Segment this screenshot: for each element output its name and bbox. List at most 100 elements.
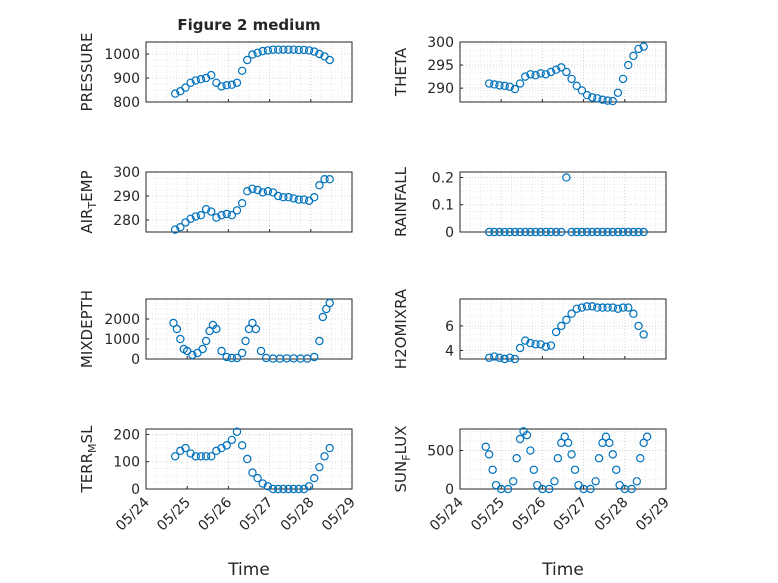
- terr-msl-ylabel: TERRMSL: [78, 425, 99, 494]
- h2omixra-frame: [459, 298, 667, 360]
- mixdepth-point: [212, 324, 221, 334]
- h2omixra-point: [624, 303, 633, 312]
- pressure-point: [207, 70, 216, 80]
- pressure-point: [310, 47, 319, 56]
- h2omixra-point: [567, 309, 576, 318]
- sun-flux-point: [526, 446, 535, 455]
- theta-point: [582, 90, 592, 100]
- terr-msl-point: [207, 452, 216, 461]
- terr-msl-point: [284, 484, 293, 494]
- mixdepth-point: [182, 346, 192, 356]
- rainfall-point: [639, 227, 648, 237]
- sun-flux-point: [601, 432, 611, 441]
- pressure-point: [263, 46, 273, 55]
- rainfall-point: [613, 227, 623, 237]
- sun-flux-ytick-label: 0: [445, 482, 454, 498]
- theta-point: [521, 72, 530, 81]
- terr-msl-point: [320, 452, 329, 461]
- sun-flux-point: [563, 438, 573, 448]
- sun-flux-point: [509, 477, 518, 486]
- theta-ylabel: THETA: [392, 47, 410, 97]
- h2omixra-point: [505, 353, 514, 362]
- air-temp-point: [273, 191, 283, 201]
- theta-point: [567, 74, 576, 84]
- air-temp-ytick-label: 280: [113, 213, 140, 229]
- pressure-point: [304, 46, 314, 55]
- sun-flux-xtick-label: 05/29: [633, 495, 673, 535]
- rainfall-point: [526, 227, 535, 237]
- terr-msl-xtick-label: 05/28: [278, 495, 318, 535]
- mixdepth-point: [310, 352, 319, 362]
- air-temp-point: [201, 204, 211, 214]
- terr-msl-xlabel: Time: [227, 560, 270, 580]
- h2omixra-point: [582, 302, 592, 311]
- h2omixra-ytick-label: 4: [445, 343, 454, 359]
- sun-flux-point: [550, 477, 559, 486]
- pressure-point: [273, 45, 283, 54]
- air-temp-point: [170, 225, 180, 234]
- mixdepth-point: [198, 344, 207, 354]
- terr-msl-xtick-label: 05/26: [195, 494, 235, 534]
- rainfall-ytick-label: 0: [445, 225, 454, 241]
- h2omixra-ylabel: H2OMIXRA: [392, 288, 410, 369]
- theta-point: [526, 70, 535, 79]
- rainfall-point: [484, 227, 494, 237]
- rainfall-point: [624, 227, 633, 237]
- pressure-point: [325, 55, 334, 65]
- pressure-point: [237, 66, 247, 76]
- sun-flux-xtick-label: 05/25: [468, 495, 508, 535]
- sun-flux-xtick-label: 05/27: [551, 495, 591, 535]
- sun-flux-point: [612, 465, 621, 474]
- air-temp-point: [237, 198, 247, 208]
- theta-point: [562, 67, 571, 77]
- sun-flux-ytick-label: 500: [427, 444, 454, 460]
- air-temp-point: [217, 210, 226, 220]
- air-temp-point: [315, 180, 324, 190]
- terr-msl-point: [310, 473, 319, 483]
- mixdepth-point: [222, 352, 231, 362]
- rainfall-point: [598, 227, 607, 237]
- theta-point: [608, 96, 617, 106]
- air-temp-point: [253, 185, 262, 195]
- air-temp-point: [299, 195, 309, 204]
- air-temp-point: [243, 186, 252, 196]
- sun-flux-frame: [459, 428, 667, 490]
- air-temp-point: [310, 192, 319, 202]
- pressure-ytick-label: 1000: [104, 47, 140, 63]
- rainfall-point: [510, 227, 520, 237]
- air-temp-point: [186, 214, 195, 223]
- theta-point: [629, 51, 638, 61]
- air-temp-point: [279, 192, 288, 202]
- terr-msl-point: [232, 427, 242, 436]
- air-temp-point: [232, 206, 242, 215]
- air-temp-point: [325, 174, 334, 184]
- air-temp-point: [289, 194, 298, 203]
- air-temp-point: [212, 213, 221, 222]
- theta-point: [490, 80, 499, 89]
- rainfall-ytick-label: 0.1: [432, 198, 454, 214]
- theta-point: [510, 84, 520, 94]
- theta-point: [639, 42, 648, 51]
- mixdepth-frame: [145, 298, 353, 360]
- pressure-point: [248, 50, 257, 59]
- sun-flux-point: [522, 430, 532, 440]
- rainfall-point: [562, 173, 571, 182]
- terr-msl-frame: [145, 428, 353, 490]
- sun-flux-point: [481, 442, 490, 451]
- h2omixra-point: [593, 303, 602, 312]
- rainfall-point: [541, 227, 551, 237]
- h2omixra-point: [603, 303, 612, 312]
- air-temp-point: [258, 188, 267, 197]
- air-temp-point: [176, 222, 185, 232]
- theta-ytick-label: 290: [427, 81, 454, 97]
- pressure-point: [243, 55, 252, 65]
- theta-point: [603, 96, 612, 105]
- sun-flux-point: [627, 484, 636, 494]
- h2omixra-point: [531, 340, 540, 349]
- air-temp-point: [207, 207, 216, 216]
- h2omixra-point: [557, 321, 566, 331]
- sun-flux-point: [560, 432, 569, 441]
- pressure-point: [284, 45, 293, 54]
- pressure-point: [279, 45, 288, 54]
